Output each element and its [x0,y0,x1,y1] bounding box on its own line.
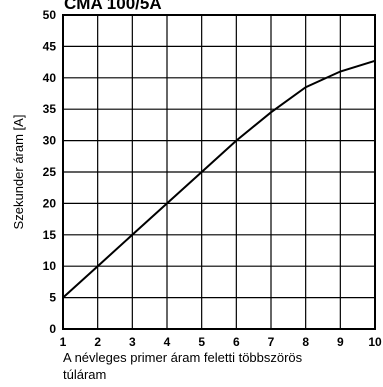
x-tick-label: 4 [164,335,171,349]
series-line [62,59,376,299]
y-tick-label: 15 [43,228,57,242]
chart-title: CMA 100/5A [64,0,162,13]
y-tick-label: 45 [43,39,57,53]
y-tick-label: 50 [43,8,57,22]
y-tick-label: 40 [43,71,57,85]
x-axis-label-line-1: A névleges primer áram feletti többszörö… [63,350,303,365]
x-tick-label: 9 [337,335,344,349]
x-tick-label: 5 [198,335,205,349]
y-tick-label: 20 [43,196,57,210]
y-tick-label: 30 [43,134,57,148]
y-tick-label: 5 [49,291,56,305]
grid [62,14,376,330]
y-tick-label: 25 [43,165,57,179]
x-axis-label-line-2: túláram [63,367,106,382]
y-tick-label: 10 [43,259,57,273]
y-tick-label: 35 [43,102,57,116]
x-tick-label: 2 [94,335,101,349]
x-tick-label: 10 [368,335,382,349]
x-tick-label: 8 [302,335,309,349]
x-tick-label: 3 [129,335,136,349]
x-tick-label: 6 [233,335,240,349]
y-tick-label: 0 [49,322,56,336]
x-tick-label: 1 [60,335,67,349]
x-tick-label: 7 [268,335,275,349]
y-axis-label: Szekunder áram [A] [11,115,26,230]
plot-frame [62,14,376,330]
